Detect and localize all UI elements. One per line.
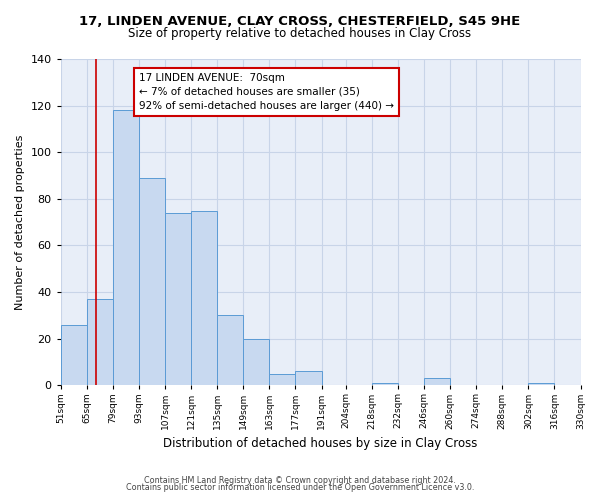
Text: Contains HM Land Registry data © Crown copyright and database right 2024.: Contains HM Land Registry data © Crown c… bbox=[144, 476, 456, 485]
Bar bbox=[424, 378, 450, 386]
Bar bbox=[139, 178, 165, 386]
Text: 17, LINDEN AVENUE, CLAY CROSS, CHESTERFIELD, S45 9HE: 17, LINDEN AVENUE, CLAY CROSS, CHESTERFI… bbox=[79, 15, 521, 28]
Text: 17 LINDEN AVENUE:  70sqm
← 7% of detached houses are smaller (35)
92% of semi-de: 17 LINDEN AVENUE: 70sqm ← 7% of detached… bbox=[139, 73, 394, 111]
Bar bbox=[191, 210, 217, 386]
X-axis label: Distribution of detached houses by size in Clay Cross: Distribution of detached houses by size … bbox=[163, 437, 478, 450]
Bar bbox=[217, 316, 243, 386]
Text: Contains public sector information licensed under the Open Government Licence v3: Contains public sector information licen… bbox=[126, 484, 474, 492]
Bar bbox=[87, 299, 113, 386]
Bar bbox=[113, 110, 139, 386]
Bar bbox=[295, 372, 322, 386]
Bar bbox=[61, 324, 87, 386]
Bar bbox=[372, 383, 398, 386]
Bar bbox=[165, 213, 191, 386]
Bar bbox=[529, 383, 554, 386]
Bar bbox=[243, 338, 269, 386]
Y-axis label: Number of detached properties: Number of detached properties bbox=[15, 134, 25, 310]
Text: Size of property relative to detached houses in Clay Cross: Size of property relative to detached ho… bbox=[128, 28, 472, 40]
Bar bbox=[269, 374, 295, 386]
